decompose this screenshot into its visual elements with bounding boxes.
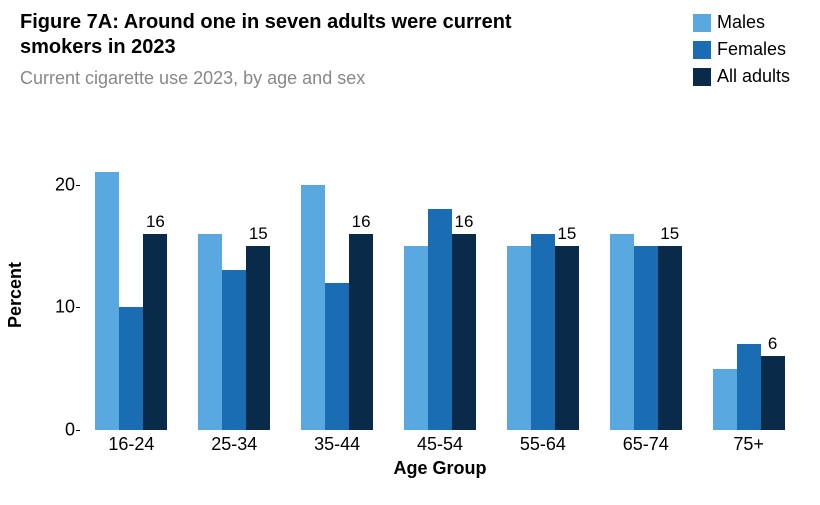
bar-value-label: 16 [146,212,165,232]
bar-cluster: 15 [491,160,594,430]
legend-label: Females [717,39,786,60]
bar-all: 16 [452,234,476,430]
bar-value-label: 15 [249,224,268,244]
bar-males [198,234,222,430]
bar-all: 6 [761,356,785,430]
y-tick-mark [76,185,80,186]
x-tick-label: 55-64 [491,434,594,455]
plot-area: 1616-241525-341635-441645-541555-641565-… [80,160,800,430]
bar-cluster: 16 [389,160,492,430]
bar-females [119,307,143,430]
bar-value-label: 6 [768,334,777,354]
bar-males [404,246,428,430]
bar-group: 675+ [697,160,800,430]
y-tick-label: 20 [35,174,75,195]
bar-cluster: 16 [80,160,183,430]
legend-item: Females [693,39,790,60]
x-tick-label: 35-44 [286,434,389,455]
bar-value-label: 16 [352,212,371,232]
y-tick-mark [76,307,80,308]
bar-males [610,234,634,430]
bar-value-label: 15 [660,224,679,244]
bar-group: 1525-34 [183,160,286,430]
bar-group: 1565-74 [594,160,697,430]
x-tick-label: 16-24 [80,434,183,455]
legend-item: Males [693,12,790,33]
y-tick-label: 10 [35,297,75,318]
bar-cluster: 16 [286,160,389,430]
legend-swatch [693,41,711,59]
bar-males [713,369,737,430]
x-tick-label: 75+ [697,434,800,455]
bar-group: 1645-54 [389,160,492,430]
bar-group: 1555-64 [491,160,594,430]
y-tick-mark [76,430,80,431]
bar-value-label: 15 [557,224,576,244]
chart-title: Figure 7A: Around one in seven adults we… [20,10,550,60]
bar-males [507,246,531,430]
bar-all: 15 [658,246,682,430]
legend-label: All adults [717,66,790,87]
bar-group: 1616-24 [80,160,183,430]
bar-cluster: 15 [183,160,286,430]
chart-header: Figure 7A: Around one in seven adults we… [20,10,550,89]
chart-subtitle: Current cigarette use 2023, by age and s… [20,68,550,89]
x-tick-label: 65-74 [594,434,697,455]
legend-swatch [693,68,711,86]
legend-label: Males [717,12,765,33]
bar-females [737,344,761,430]
x-tick-label: 25-34 [183,434,286,455]
bar-females [325,283,349,430]
bar-all: 16 [349,234,373,430]
y-tick-label: 0 [35,420,75,441]
bar-females [531,234,555,430]
bar-cluster: 15 [594,160,697,430]
bar-all: 15 [555,246,579,430]
bar-group: 1635-44 [286,160,389,430]
legend-item: All adults [693,66,790,87]
bar-cluster: 6 [697,160,800,430]
bar-females [634,246,658,430]
bar-males [95,172,119,430]
legend-swatch [693,14,711,32]
x-tick-label: 45-54 [389,434,492,455]
bar-groups: 1616-241525-341635-441645-541555-641565-… [80,160,800,430]
bar-all: 15 [246,246,270,430]
bar-females [428,209,452,430]
bar-all: 16 [143,234,167,430]
bar-males [301,185,325,430]
bar-females [222,270,246,430]
chart-area: Percent 1616-241525-341635-441645-541555… [0,130,820,500]
bar-value-label: 16 [455,212,474,232]
legend: Males Females All adults [693,12,790,87]
x-axis-label: Age Group [80,458,800,479]
y-axis-label: Percent [5,262,26,328]
